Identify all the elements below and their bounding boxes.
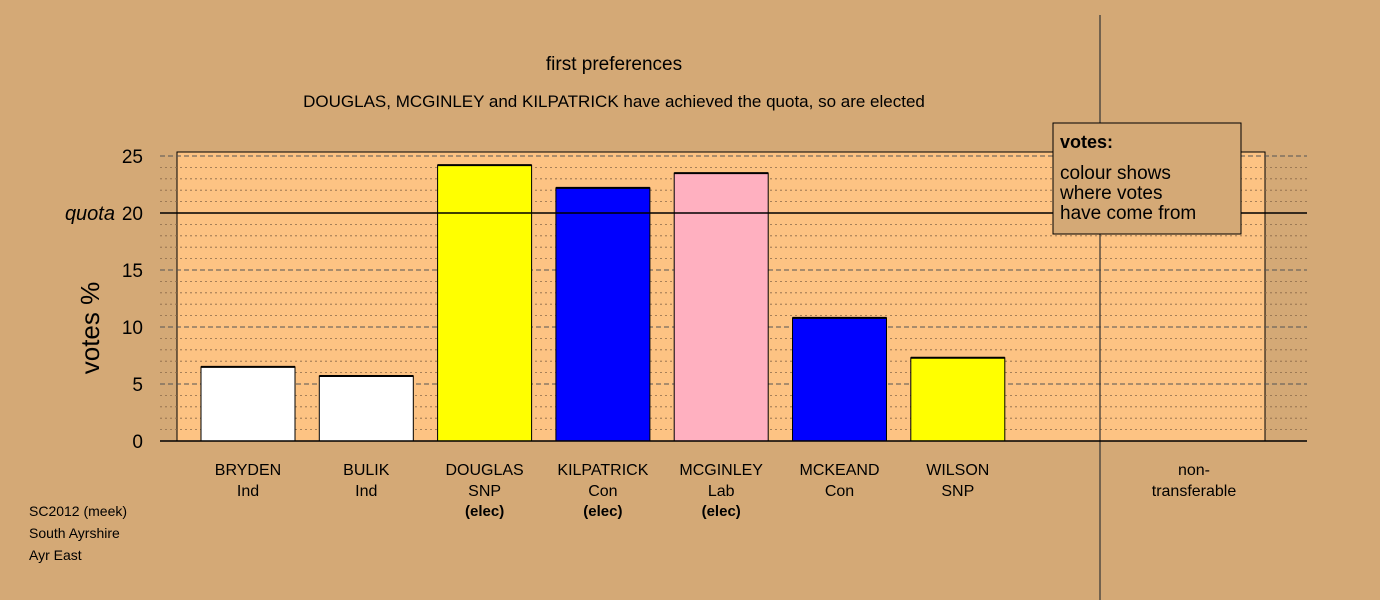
x-label-party-douglas: SNP (468, 483, 501, 500)
legend-line-2: where votes (1059, 183, 1162, 204)
bar-bryden (200, 366, 296, 442)
legend-line-3: have come from (1060, 203, 1196, 224)
chart-subtitle: DOUGLAS, MCGINLEY and KILPATRICK have ac… (303, 92, 925, 111)
legend-line-1: colour shows (1060, 163, 1171, 184)
x-label-elected-mcginley: (elec) (702, 503, 741, 520)
y-axis-label: votes % (75, 282, 105, 375)
nontransferable-label-line1: non- (1178, 462, 1210, 479)
x-label-elected-douglas: (elec) (465, 503, 504, 520)
x-label-party-bryden: Ind (237, 483, 259, 500)
x-label-name-mcginley: MCGINLEY (679, 462, 763, 479)
y-tick-label-25: 25 (122, 147, 143, 168)
bar-wilson (910, 357, 1006, 442)
x-label-party-mcginley: Lab (708, 483, 735, 500)
bar-mckeand (792, 317, 887, 442)
bar-bulik (318, 375, 414, 442)
y-tick-label-20: 20 (122, 204, 143, 225)
y-tick-label-10: 10 (122, 318, 143, 339)
chart-title: first preferences (546, 54, 682, 75)
legend-heading: votes: (1060, 132, 1113, 152)
footer-line-1: SC2012 (meek) (29, 503, 127, 519)
x-label-party-wilson: SNP (941, 483, 974, 500)
nontransferable-label-line2: transferable (1152, 483, 1237, 500)
x-label-elected-kilpatrick: (elec) (583, 503, 622, 520)
x-label-name-douglas: DOUGLAS (445, 462, 523, 479)
x-label-name-wilson: WILSON (926, 462, 989, 479)
y-tick-label-5: 5 (132, 375, 143, 396)
footer-line-2: South Ayrshire (29, 525, 120, 541)
x-label-party-mckeand: Con (825, 483, 854, 500)
y-tick-label-15: 15 (122, 261, 143, 282)
quota-label: quota (65, 203, 115, 225)
bar-kilpatrick (555, 187, 651, 442)
x-label-name-bryden: BRYDEN (215, 462, 281, 479)
footer-line-3: Ayr East (29, 547, 82, 563)
bar-douglas (437, 164, 533, 442)
x-axis-labels: BRYDEN Ind BULIK Ind DOUGLAS SNP (elec) KILPATR… (215, 462, 990, 520)
x-label-name-kilpatrick: KILPATRICK (557, 462, 648, 479)
x-label-party-bulik: Ind (355, 483, 377, 500)
x-label-party-kilpatrick: Con (588, 483, 617, 500)
bar-mcginley (673, 172, 769, 442)
bars (200, 164, 1006, 442)
x-label-name-bulik: BULIK (343, 462, 390, 479)
legend-box (1052, 122, 1242, 235)
legend: votes: colour shows where votes have com… (1052, 122, 1242, 235)
y-tick-label-0: 0 (132, 432, 143, 453)
x-label-name-mckeand: MCKEAND (799, 462, 879, 479)
